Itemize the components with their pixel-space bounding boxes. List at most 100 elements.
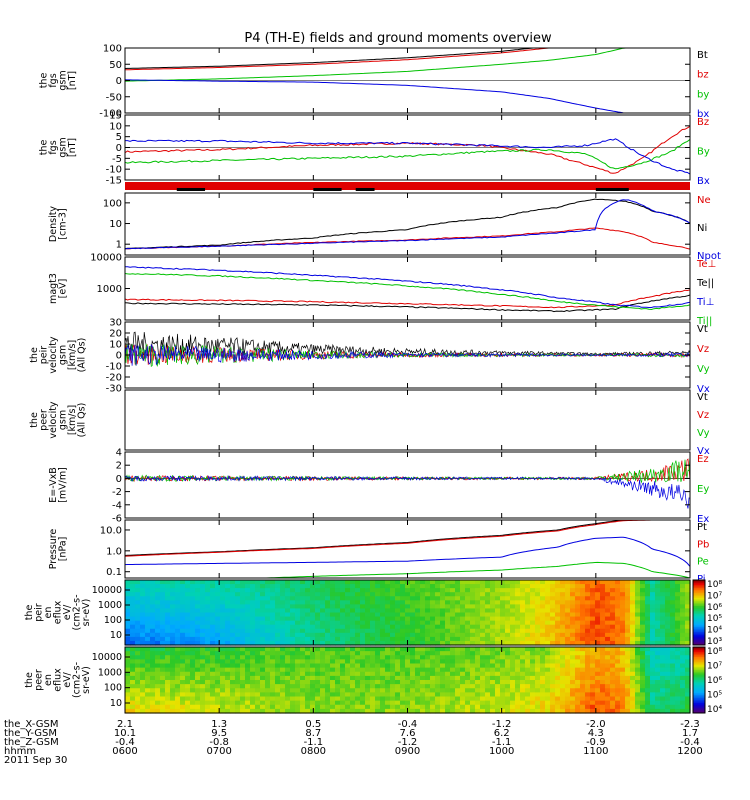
spectrogram-cell bbox=[415, 624, 421, 630]
spectrogram-cell bbox=[295, 651, 301, 656]
spectrogram-cell bbox=[315, 708, 321, 714]
spectrogram-cell bbox=[360, 580, 366, 585]
spectrogram-cell bbox=[565, 671, 571, 677]
spectrogram-cell bbox=[245, 671, 251, 677]
spectrogram-cell bbox=[295, 704, 301, 710]
spectrogram-cell bbox=[355, 667, 361, 673]
spectrogram-cell bbox=[335, 604, 341, 610]
spectrogram-cell bbox=[460, 616, 466, 622]
spectrogram-cell bbox=[410, 663, 416, 669]
spectrogram-cell bbox=[410, 584, 416, 589]
spectrogram-cell bbox=[600, 700, 606, 706]
spectrogram-cell bbox=[190, 636, 196, 642]
spectrogram-cell bbox=[195, 600, 201, 605]
spectrogram-cell bbox=[590, 600, 596, 605]
spectrogram-cell bbox=[155, 636, 161, 642]
spectrogram-cell bbox=[450, 688, 456, 693]
spectrogram-cell bbox=[615, 620, 621, 626]
spectrogram-cell bbox=[260, 688, 266, 693]
spectrogram-cell bbox=[305, 620, 311, 626]
spectrogram-cell bbox=[425, 588, 431, 593]
spectrogram-cell bbox=[125, 600, 131, 605]
spectrogram-cell bbox=[185, 592, 191, 597]
spectrogram-cell bbox=[595, 600, 601, 605]
spectrogram-cell bbox=[440, 588, 446, 593]
spectrogram-cell bbox=[225, 708, 231, 714]
spectrogram-cell bbox=[685, 692, 691, 698]
spectrogram-cell bbox=[510, 632, 516, 638]
spectrogram-cell bbox=[625, 616, 631, 622]
spectrogram-cell bbox=[540, 708, 546, 714]
spectrogram-cell bbox=[285, 584, 291, 589]
spectrogram-cell bbox=[330, 688, 336, 693]
spectrogram-cell bbox=[470, 604, 476, 610]
spectrogram-cell bbox=[420, 592, 426, 597]
spectrogram-cell bbox=[660, 608, 666, 614]
spectrogram-cell bbox=[360, 696, 366, 702]
spectrogram-cell bbox=[200, 624, 206, 630]
spectrogram-cell bbox=[410, 659, 416, 665]
spectrogram-cell bbox=[360, 628, 366, 634]
spectrogram-cell bbox=[630, 663, 636, 669]
spectrogram-cell bbox=[180, 708, 186, 714]
spectrogram-cell bbox=[445, 667, 451, 673]
spectrogram-cell bbox=[400, 596, 406, 601]
colorbar-segment bbox=[693, 665, 705, 668]
spectrogram-cell bbox=[160, 651, 166, 656]
spectrogram-cell bbox=[425, 651, 431, 656]
spectrogram-cell bbox=[565, 616, 571, 622]
spectrogram-cell bbox=[385, 632, 391, 638]
spectrogram-cell bbox=[530, 696, 536, 702]
spectrogram-cell bbox=[300, 704, 306, 710]
spectrogram-cell bbox=[530, 580, 536, 585]
spectrogram-cell bbox=[650, 620, 656, 626]
spectrogram-cell bbox=[140, 688, 146, 693]
spectrogram-cell bbox=[170, 655, 176, 660]
spectrogram-cell bbox=[590, 596, 596, 601]
spectrogram-cell bbox=[495, 624, 501, 630]
spectrogram-cell bbox=[510, 636, 516, 642]
spectrogram-cell bbox=[605, 632, 611, 638]
spectrogram-cell bbox=[245, 620, 251, 626]
spectrogram-cell bbox=[505, 688, 511, 693]
spectrogram-cell bbox=[420, 675, 426, 681]
spectrogram-cell bbox=[130, 600, 136, 605]
spectrogram-cell bbox=[345, 628, 351, 634]
spectrogram-cell bbox=[170, 636, 176, 642]
spectrogram-cell bbox=[130, 651, 136, 656]
spectrogram-cell bbox=[490, 608, 496, 614]
spectrogram-cell bbox=[505, 655, 511, 660]
spectrogram-cell bbox=[380, 696, 386, 702]
spectrogram-cell bbox=[265, 675, 271, 681]
spectrogram-cell bbox=[340, 692, 346, 698]
spectrogram-cell bbox=[470, 675, 476, 681]
spectrogram-cell bbox=[555, 708, 561, 714]
spectrogram-cell bbox=[660, 592, 666, 597]
spectrogram-cell bbox=[545, 708, 551, 714]
spectrogram-cell bbox=[210, 700, 216, 706]
spectrogram-cell bbox=[400, 620, 406, 626]
spectrogram-cell bbox=[530, 596, 536, 601]
spectrogram-cell bbox=[240, 704, 246, 710]
spectrogram-cell bbox=[585, 588, 591, 593]
spectrogram-cell bbox=[350, 659, 356, 665]
spectrogram-cell bbox=[355, 584, 361, 589]
spectrogram-cell bbox=[520, 616, 526, 622]
spectrogram-cell bbox=[520, 647, 526, 652]
spectrogram-cell bbox=[165, 584, 171, 589]
spectrogram-cell bbox=[315, 632, 321, 638]
series-line bbox=[125, 125, 690, 174]
spectrogram-cell bbox=[385, 659, 391, 665]
spectrogram-cell bbox=[150, 696, 156, 702]
spectrogram-cell bbox=[555, 663, 561, 669]
colorbar-segment bbox=[693, 622, 705, 625]
spectrogram-cell bbox=[250, 612, 256, 618]
spectrogram-cell bbox=[415, 588, 421, 593]
spectrogram-cell bbox=[185, 684, 191, 689]
spectrogram-cell bbox=[410, 692, 416, 698]
spectrogram-cell bbox=[165, 624, 171, 630]
spectrogram-cell bbox=[215, 584, 221, 589]
spectrogram-cell bbox=[315, 655, 321, 660]
spectrogram-cell bbox=[240, 608, 246, 614]
spectrogram-cell bbox=[310, 708, 316, 714]
